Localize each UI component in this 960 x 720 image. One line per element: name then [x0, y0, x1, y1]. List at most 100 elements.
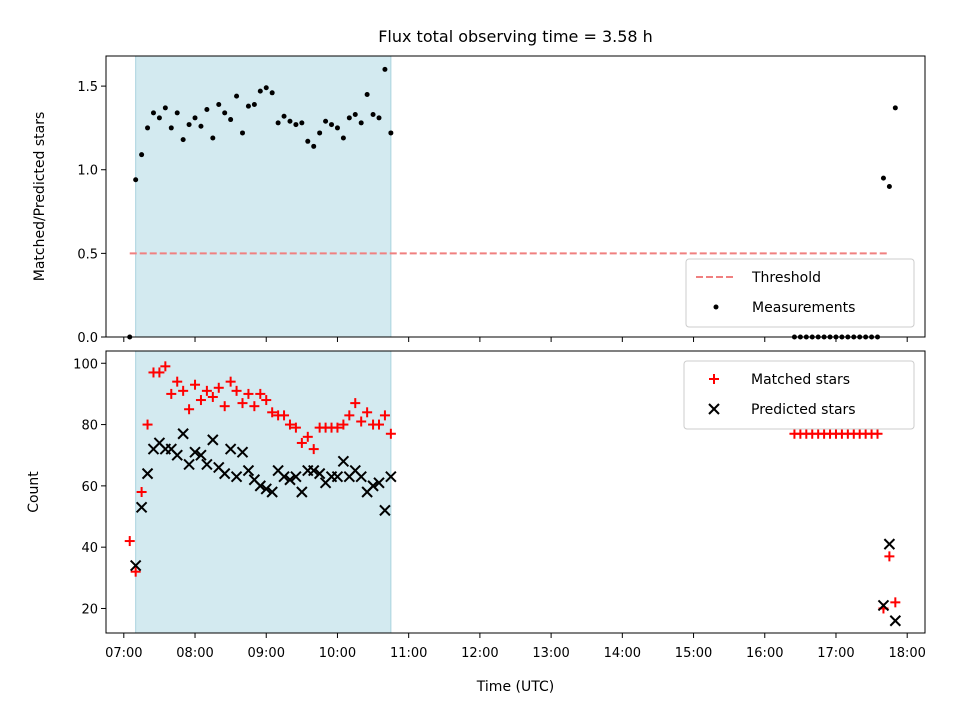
measurement-point: [317, 130, 323, 136]
x-tick-label: 10:00: [319, 646, 356, 661]
predicted-star-point: [242, 464, 255, 477]
matched-star-point: [243, 388, 254, 399]
predicted-star-point: [129, 559, 142, 572]
matched-star-point: [231, 385, 242, 396]
measurement-point: [180, 137, 186, 143]
predicted-star-point: [207, 434, 219, 446]
matched-star-point: [166, 388, 177, 399]
predicted-star-point: [189, 446, 201, 458]
legend-matched-swatch: [709, 374, 719, 384]
predicted-star-point: [224, 443, 237, 455]
predicted-star-point: [385, 470, 397, 483]
matched-star-point: [884, 551, 895, 562]
predicted-star-point: [313, 467, 326, 480]
predicted-star-point: [337, 455, 350, 468]
legend-predicted-label: Predicted stars: [751, 402, 856, 418]
measurement-point: [334, 125, 340, 131]
measurement-point: [275, 120, 281, 126]
matched-star-point: [178, 385, 189, 396]
matched-star-point: [190, 379, 201, 390]
measurement-point: [346, 115, 352, 121]
predicted-star-point: [355, 470, 367, 483]
measurement-point: [156, 115, 162, 121]
measurement-point: [892, 105, 898, 111]
matched-star-point: [332, 422, 343, 433]
bottom-y-tick-label: 20: [81, 602, 98, 617]
matched-star-point: [142, 419, 153, 430]
x-tick-label: 16:00: [746, 646, 783, 661]
matched-star-point: [136, 487, 147, 497]
matched-star-point: [374, 419, 384, 430]
measurement-point: [329, 122, 335, 128]
matched-star-point: [872, 428, 883, 439]
bottom-y-tick-label: 80: [81, 419, 98, 434]
matched-star-point: [350, 398, 361, 409]
matched-star-point: [219, 401, 230, 412]
bottom-legend: [683, 360, 915, 430]
top-y-tick-label: 1.5: [77, 80, 98, 95]
predicted-star-point: [183, 458, 195, 471]
measurement-point: [240, 130, 245, 136]
measurement-point: [186, 122, 192, 128]
measurement-point: [382, 66, 388, 72]
measurement-point: [251, 102, 257, 108]
top-y-tick-label: 0.5: [77, 247, 98, 262]
x-tick-label: 18:00: [888, 646, 925, 661]
predicted-star-point: [177, 428, 189, 440]
legend-measurements-label: Measurements: [752, 300, 855, 316]
measurement-point: [388, 130, 394, 136]
measurement-point: [139, 152, 145, 158]
measurement-point: [257, 88, 263, 94]
measurement-point: [174, 110, 180, 116]
measurement-point: [352, 112, 358, 118]
measurement-point: [880, 175, 886, 181]
matched-star-point: [344, 410, 355, 421]
predicted-star-point: [195, 449, 207, 461]
predicted-star-point: [218, 467, 231, 480]
matched-star-point: [207, 391, 218, 402]
measurement-point: [168, 125, 174, 131]
matched-star-point: [356, 416, 367, 427]
bottom-y-tick-label: 100: [73, 357, 98, 372]
bottom-axes-frame: [105, 350, 926, 634]
x-tick-label: 13:00: [532, 646, 569, 661]
measurement-point: [299, 120, 305, 126]
x-tick-label: 15:00: [675, 646, 712, 661]
measurement-point: [198, 123, 204, 129]
top-y-axis-label: Matched/Predicted stars: [32, 112, 48, 282]
measurement-point: [340, 135, 346, 141]
top-y-tick-label: 0.0: [77, 331, 98, 346]
matched-star-point: [130, 566, 141, 577]
matched-star-point: [225, 376, 236, 387]
measurement-point: [133, 177, 139, 183]
matched-star-point: [296, 437, 307, 448]
chart-title: Flux total observing time = 3.58 h: [378, 27, 653, 46]
matched-star-point: [160, 361, 171, 372]
matched-star-point: [201, 385, 212, 396]
matched-star-point: [302, 431, 313, 442]
matched-star-point: [290, 422, 301, 433]
measurement-point: [234, 93, 240, 99]
predicted-star-point: [260, 483, 272, 495]
measurement-point: [293, 122, 299, 128]
measurement-point: [216, 102, 222, 108]
bottom-y-tick-label: 60: [81, 480, 98, 495]
legend-measurements-swatch: [713, 304, 719, 310]
matched-star-point: [255, 388, 266, 399]
top-axes-frame: [105, 55, 926, 338]
predicted-star-point: [379, 504, 391, 517]
measurement-point: [245, 103, 251, 109]
matched-star-point: [184, 404, 195, 415]
predicted-star-point: [266, 486, 278, 498]
x-tick-label: 11:00: [390, 646, 427, 661]
predicted-star-point: [141, 467, 154, 480]
measurement-point: [281, 113, 287, 119]
matched-star-point: [385, 428, 396, 439]
legend-threshold-label: Threshold: [751, 270, 821, 286]
x-axis-label: Time (UTC): [476, 679, 554, 695]
predicted-star-point: [308, 464, 320, 477]
bottom-y-axis-label: Count: [26, 471, 42, 513]
measurement-point: [269, 90, 275, 96]
measurement-point: [311, 143, 317, 149]
